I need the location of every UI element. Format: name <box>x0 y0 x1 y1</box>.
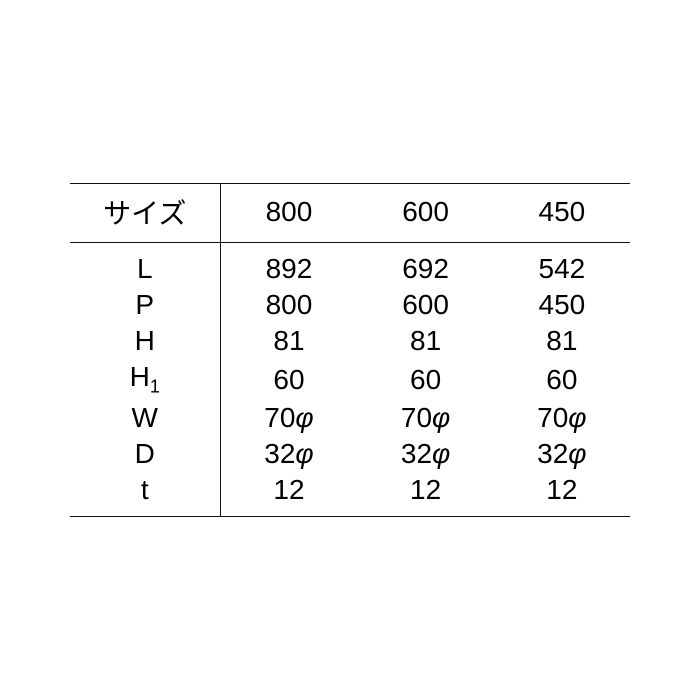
param-cell: t <box>70 472 220 517</box>
dimension-table: サイズ 800 600 450 L892692542P800600450H818… <box>70 183 630 517</box>
table-row: H818181 <box>70 323 630 359</box>
param-cell: H <box>70 323 220 359</box>
header-param: サイズ <box>70 184 220 243</box>
value-cell: 12 <box>494 472 630 517</box>
value-cell: 32φ <box>357 436 493 472</box>
table-body: L892692542P800600450H818181H1606060W70φ7… <box>70 243 630 517</box>
table-row: D32φ32φ32φ <box>70 436 630 472</box>
value-cell: 542 <box>494 243 630 288</box>
value-cell: 60 <box>220 359 357 400</box>
value-cell: 12 <box>357 472 493 517</box>
value-cell: 81 <box>220 323 357 359</box>
value-cell: 70φ <box>494 400 630 436</box>
header-450: 450 <box>494 184 630 243</box>
value-cell: 60 <box>357 359 493 400</box>
value-cell: 32φ <box>494 436 630 472</box>
value-cell: 12 <box>220 472 357 517</box>
param-cell: L <box>70 243 220 288</box>
table-row: W70φ70φ70φ <box>70 400 630 436</box>
param-cell: H1 <box>70 359 220 400</box>
value-cell: 32φ <box>220 436 357 472</box>
value-cell: 60 <box>494 359 630 400</box>
value-cell: 800 <box>220 287 357 323</box>
param-cell: P <box>70 287 220 323</box>
value-cell: 692 <box>357 243 493 288</box>
value-cell: 450 <box>494 287 630 323</box>
table-row: H1606060 <box>70 359 630 400</box>
value-cell: 600 <box>357 287 493 323</box>
table-row: P800600450 <box>70 287 630 323</box>
value-cell: 892 <box>220 243 357 288</box>
table-row: L892692542 <box>70 243 630 288</box>
table-row: t121212 <box>70 472 630 517</box>
table-header-row: サイズ 800 600 450 <box>70 184 630 243</box>
value-cell: 81 <box>357 323 493 359</box>
value-cell: 81 <box>494 323 630 359</box>
param-cell: W <box>70 400 220 436</box>
dimension-table-container: サイズ 800 600 450 L892692542P800600450H818… <box>70 183 630 517</box>
param-cell: D <box>70 436 220 472</box>
value-cell: 70φ <box>357 400 493 436</box>
header-600: 600 <box>357 184 493 243</box>
header-800: 800 <box>220 184 357 243</box>
value-cell: 70φ <box>220 400 357 436</box>
